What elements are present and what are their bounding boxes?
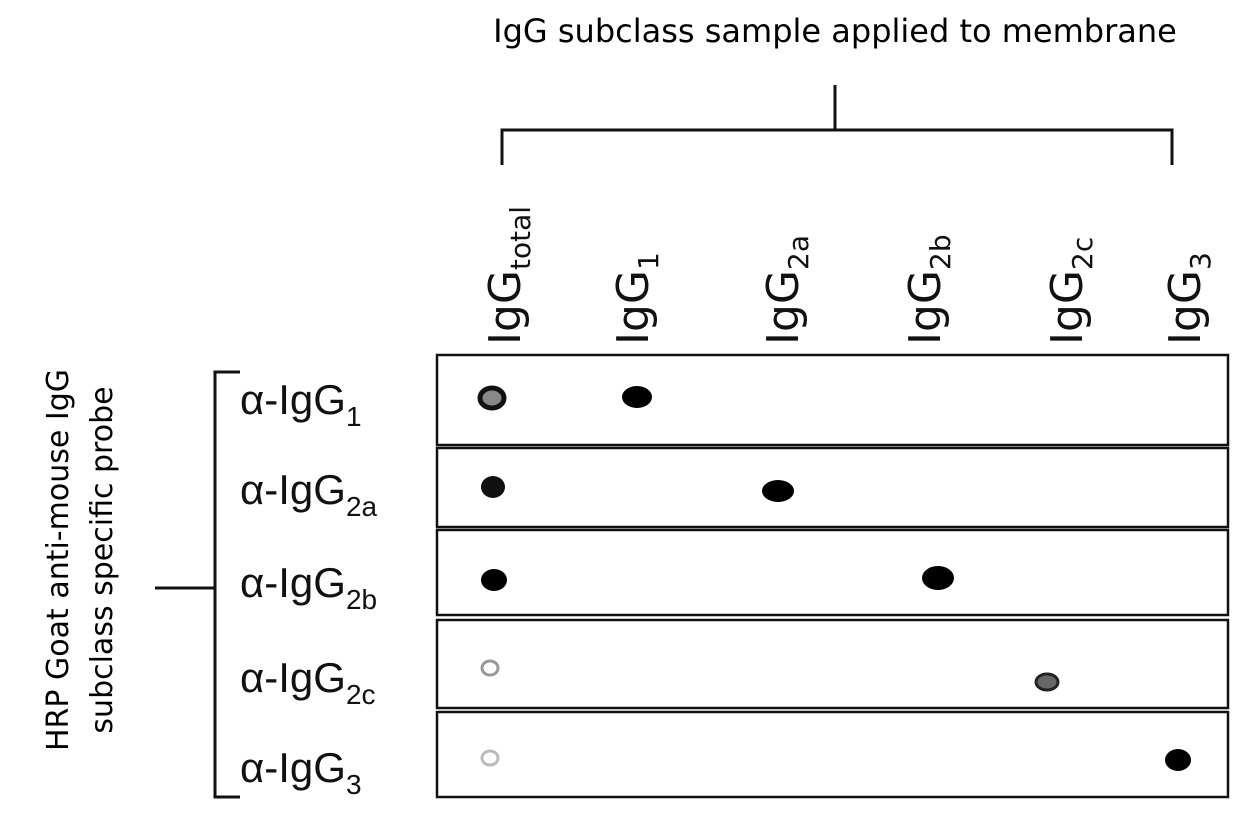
probe-label: HRP Goat anti-mouse IgG <box>41 369 76 751</box>
row-label: α-IgG1 <box>240 376 362 432</box>
left-bracket <box>155 370 240 799</box>
column-label: IgG2c <box>1042 237 1099 345</box>
dots <box>477 385 1191 771</box>
membrane-grid <box>435 353 1230 799</box>
column-label-sub: total <box>504 206 537 270</box>
row-label-prefix: α-IgG <box>240 654 346 701</box>
row-label-sub: 3 <box>346 769 362 800</box>
column-label: IgGtotal <box>480 206 537 345</box>
column-label-sub: 2b <box>924 234 957 270</box>
row-label: α-IgG2c <box>240 654 376 710</box>
column-label-base: IgG <box>900 270 951 345</box>
row-label: α-IgG3 <box>240 744 362 800</box>
column-label: IgG2b <box>900 234 957 345</box>
row-label-sub: 2c <box>346 679 376 710</box>
column-label: IgG2a <box>758 235 815 345</box>
column-label-base: IgG <box>758 270 809 345</box>
column-label-sub: 1 <box>632 252 665 270</box>
column-label-base: IgG <box>1160 270 1211 345</box>
row-label: α-IgG2b <box>240 559 377 615</box>
column-label-base: IgG <box>608 270 659 345</box>
column-label-sub: 2a <box>782 235 815 270</box>
row-label-sub: 2b <box>346 584 377 615</box>
column-label-base: IgG <box>1042 270 1093 345</box>
column-label-base: IgG <box>480 270 531 345</box>
row-label: α-IgG2a <box>240 466 378 522</box>
title: IgG subclass sample applied to membrane <box>493 12 1177 50</box>
column-label-sub: 3 <box>1184 252 1217 270</box>
top-bracket <box>500 85 1174 165</box>
column-label-sub: 2c <box>1066 237 1099 270</box>
column-label: IgG3 <box>1160 252 1217 345</box>
row-label-sub: 2a <box>346 491 378 522</box>
row-label-prefix: α-IgG <box>240 466 346 513</box>
row-label-prefix: α-IgG <box>240 376 346 423</box>
probe-label: subclass specific probe <box>85 386 120 733</box>
row-label-prefix: α-IgG <box>240 744 346 791</box>
row-label-prefix: α-IgG <box>240 559 346 606</box>
column-label: IgG1 <box>608 252 665 345</box>
row-label-sub: 1 <box>346 401 362 432</box>
